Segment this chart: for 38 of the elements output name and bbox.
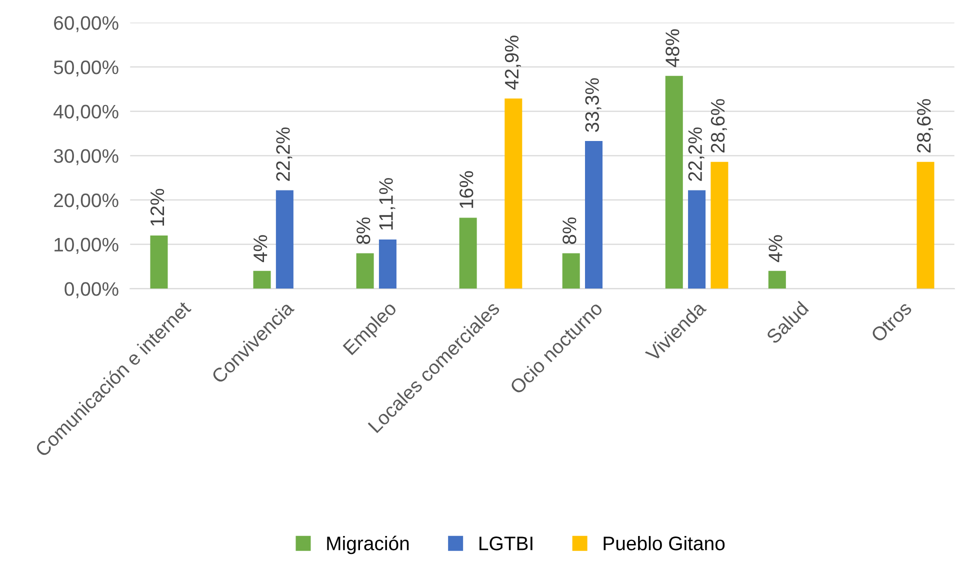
bar xyxy=(378,239,396,289)
y-tick-label: 50,00% xyxy=(54,60,118,77)
y-tick-label: 0,00% xyxy=(64,282,118,298)
data-label: 22,2% xyxy=(688,127,704,181)
bar xyxy=(356,253,374,289)
y-tick-label: 10,00% xyxy=(54,238,118,254)
data-label: 33,3% xyxy=(585,78,602,132)
data-label: 12% xyxy=(150,188,164,226)
y-tick-label: 40,00% xyxy=(54,104,118,121)
data-label: 28,6% xyxy=(710,99,727,153)
legend-label: LGTBI xyxy=(480,536,532,550)
data-label: 28,6% xyxy=(916,99,934,153)
bar xyxy=(276,190,294,289)
bar xyxy=(585,141,603,289)
bar xyxy=(459,218,477,289)
y-tick-label: 30,00% xyxy=(54,149,118,166)
bar xyxy=(150,235,168,289)
y-tick-label: 60,00% xyxy=(54,16,118,32)
bar xyxy=(710,162,728,289)
bar xyxy=(916,162,934,289)
data-label: 11,1% xyxy=(379,178,396,230)
bar xyxy=(253,270,271,289)
data-label: 4% xyxy=(768,235,782,262)
legend-label: Migración xyxy=(327,536,409,554)
data-label: 42,9% xyxy=(504,36,521,90)
bar xyxy=(504,98,522,289)
data-label: 4% xyxy=(254,235,268,262)
data-label: 22,2% xyxy=(276,127,292,181)
y-tick-label: 20,00% xyxy=(54,193,118,210)
data-label: 48% xyxy=(666,29,680,68)
bar xyxy=(665,76,683,289)
data-label: 8% xyxy=(562,217,576,244)
data-label: 16% xyxy=(460,171,474,208)
legend-label: Pueblo Gitano xyxy=(604,536,725,550)
data-label: 8% xyxy=(356,217,370,244)
bar xyxy=(768,270,786,289)
bar xyxy=(688,190,706,289)
bar xyxy=(562,253,580,289)
